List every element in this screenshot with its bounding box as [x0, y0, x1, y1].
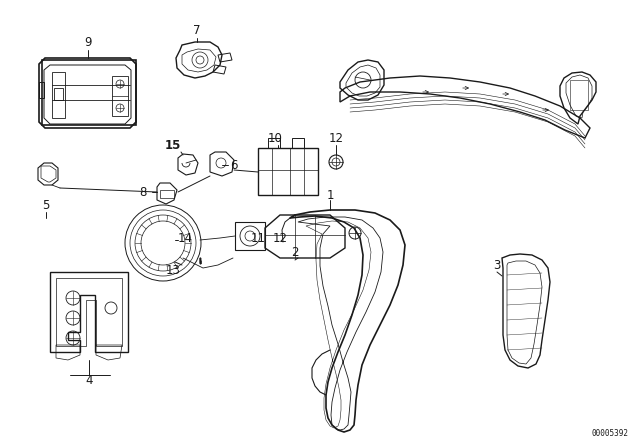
Text: 13: 13: [166, 263, 180, 276]
Text: 12: 12: [273, 232, 287, 245]
Text: 4: 4: [85, 374, 93, 387]
Text: 14: 14: [177, 232, 193, 245]
Text: 6: 6: [230, 159, 237, 172]
Text: 15: 15: [165, 138, 181, 151]
Text: 3: 3: [493, 258, 500, 271]
Text: 00005392: 00005392: [591, 429, 628, 438]
Text: 10: 10: [268, 132, 282, 145]
Text: 5: 5: [42, 198, 50, 211]
Text: 1: 1: [326, 189, 333, 202]
Text: 7: 7: [193, 23, 201, 36]
Text: 2: 2: [291, 246, 299, 258]
Text: 9: 9: [84, 35, 92, 48]
Text: 8: 8: [140, 185, 147, 198]
Text: 12: 12: [328, 132, 344, 145]
Text: 11: 11: [250, 232, 266, 245]
